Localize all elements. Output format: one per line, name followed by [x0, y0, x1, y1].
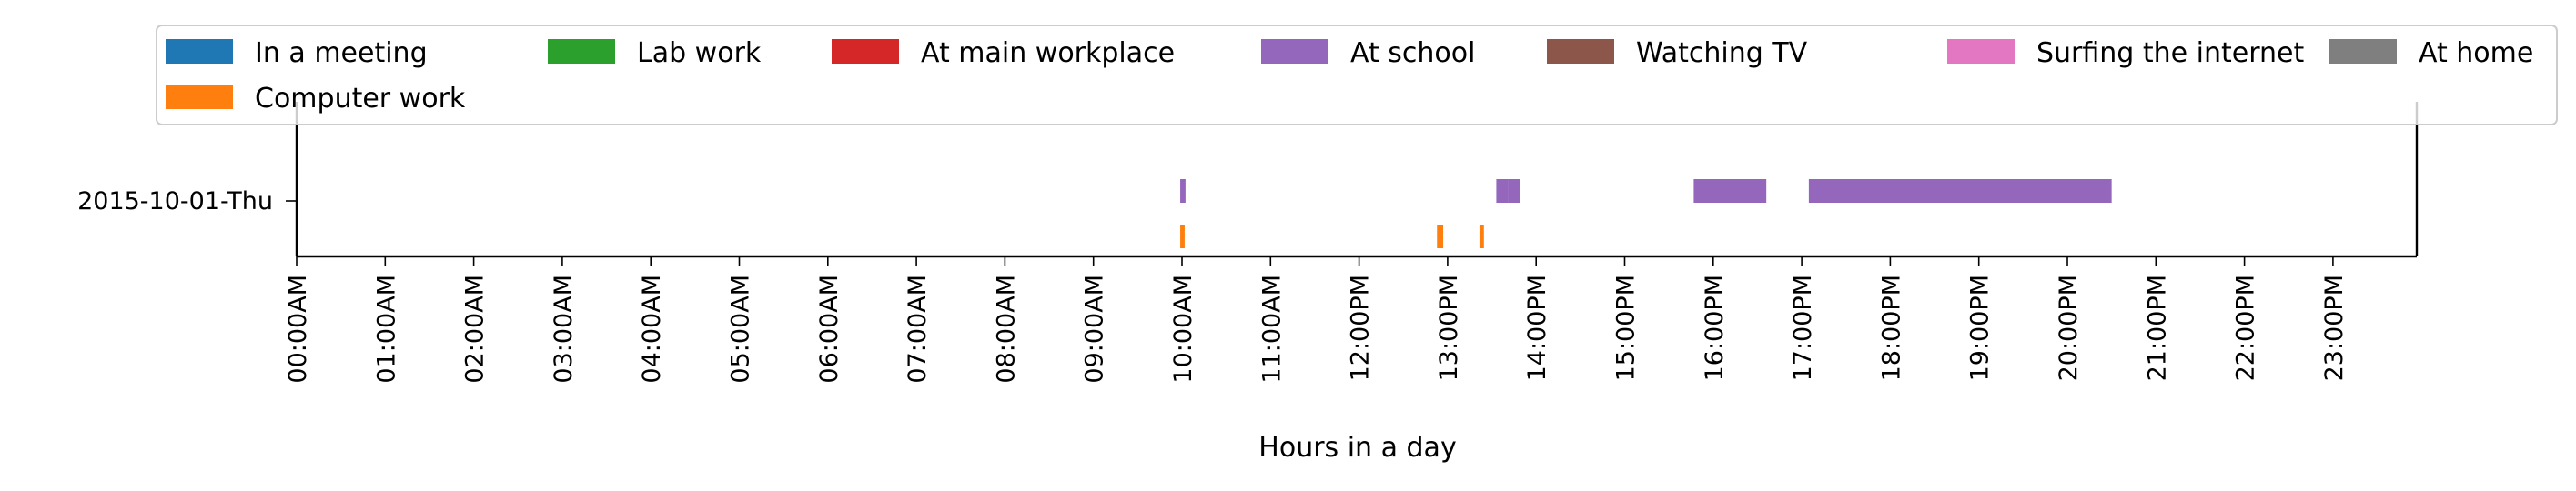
- x-tick-label: 08:00AM: [992, 275, 1020, 384]
- bar-at-school: [1693, 179, 1767, 203]
- activity-bars: [1180, 179, 2112, 248]
- x-tick-label: 18:00PM: [1877, 275, 1905, 381]
- legend-label: In a meeting: [255, 37, 428, 69]
- legend-swatch: [548, 39, 615, 64]
- bar-computer-work: [1437, 225, 1444, 248]
- x-tick-label: 04:00AM: [638, 275, 666, 384]
- legend-swatch: [1547, 39, 1614, 64]
- x-tick-label: 23:00PM: [2320, 275, 2349, 381]
- legend-swatch: [832, 39, 899, 64]
- legend: In a meeting Lab work At main workplace At …: [156, 25, 2558, 125]
- x-tick-label: 17:00PM: [1789, 275, 1817, 381]
- legend-label: Computer work: [255, 83, 466, 115]
- x-tick-label: 05:00AM: [727, 275, 755, 384]
- x-tick-label: 11:00AM: [1258, 275, 1286, 384]
- x-tick-label: 16:00PM: [1701, 275, 1729, 381]
- x-tick-label: 00:00AM: [284, 275, 312, 384]
- legend-label: At main workplace: [921, 37, 1175, 69]
- x-tick-label: 09:00AM: [1081, 275, 1109, 384]
- x-tick-label: 02:00AM: [461, 275, 490, 384]
- y-tick-label: 2015-10-01-Thu: [77, 187, 273, 215]
- x-tick-label: 07:00AM: [904, 275, 932, 384]
- bar-computer-work: [1479, 225, 1484, 248]
- x-tick-label: 15:00PM: [1612, 275, 1641, 381]
- x-tick-label: 14:00PM: [1523, 275, 1551, 381]
- x-axis: 00:00AM 01:00AM 02:00AM 03:00AM 04:00AM 05:00…: [284, 256, 2349, 384]
- x-tick-label: 13:00PM: [1435, 275, 1463, 381]
- x-tick-label: 19:00PM: [1966, 275, 1995, 381]
- x-tick-label: 12:00PM: [1347, 275, 1375, 381]
- bar-at-school: [1808, 179, 2112, 203]
- legend-label: Watching TV: [1636, 37, 1808, 69]
- x-tick-label: 06:00AM: [815, 275, 844, 384]
- x-tick-label: 10:00AM: [1169, 275, 1197, 384]
- legend-label: At school: [1350, 37, 1475, 69]
- legend-label: At home: [2419, 37, 2533, 69]
- x-tick-label: 21:00PM: [2143, 275, 2171, 381]
- bar-computer-work: [1180, 225, 1185, 248]
- bar-at-school: [1508, 179, 1520, 203]
- legend-swatch: [166, 39, 233, 64]
- x-tick-label: 03:00AM: [550, 275, 578, 384]
- legend-swatch: [2329, 39, 2397, 64]
- x-tick-label: 22:00PM: [2232, 275, 2260, 381]
- legend-swatch: [1261, 39, 1328, 64]
- legend-label: Surfing the internet: [2036, 37, 2304, 69]
- x-axis-label: Hours in a day: [1258, 432, 1456, 464]
- plot-frame: [295, 102, 2419, 258]
- x-tick-label: 01:00AM: [372, 275, 400, 384]
- y-axis: 2015-10-01-Thu: [77, 187, 296, 215]
- bar-at-school: [1496, 179, 1509, 203]
- legend-swatch: [166, 85, 233, 109]
- legend-label: Lab work: [637, 37, 762, 69]
- x-tick-label: 20:00PM: [2055, 275, 2083, 381]
- legend-swatch: [1947, 39, 2015, 64]
- bar-at-school: [1180, 179, 1186, 203]
